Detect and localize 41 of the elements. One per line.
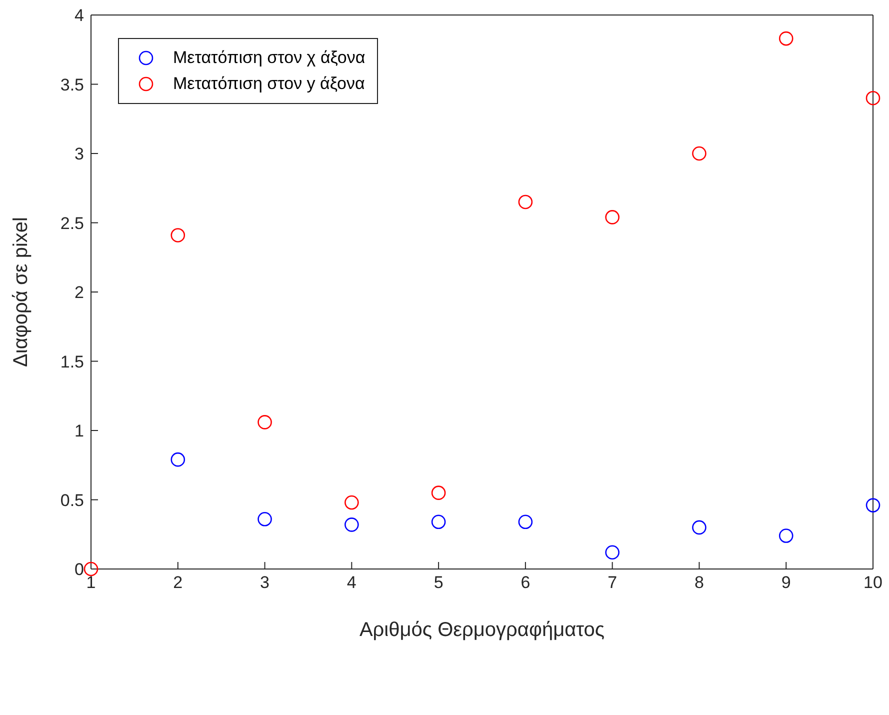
y-tick-label: 2.5 [60,214,84,233]
x-tick-label: 2 [173,573,183,592]
x-tick-label: 7 [608,573,618,592]
y-tick-label: 2 [74,283,84,302]
point [431,514,446,530]
point [344,518,359,532]
point [605,545,620,560]
x-tick-label: 5 [434,573,444,592]
point [692,520,706,535]
point [605,210,620,224]
point [431,486,446,500]
point [778,528,794,543]
x-tick-label: 10 [864,573,882,592]
y-tick-label: 1 [74,422,84,441]
y-tick-label: 3 [74,144,84,164]
point [866,90,880,106]
point [518,194,533,210]
point [170,452,186,467]
x-tick-label: 3 [260,573,270,592]
point [344,495,359,510]
point [258,512,272,526]
y-tick-label: 4 [74,6,84,26]
point [258,415,272,430]
legend-label: Μετατόπιση στον χ άξονα [173,47,366,69]
point [84,562,98,576]
point [778,31,794,46]
x-axis-title: Αριθμός Θερμογραφήματος [359,619,605,641]
y-tick-label: 1.5 [60,352,84,372]
y-axis-title: Διαφορά σε pixel [10,217,32,367]
point [866,498,880,512]
point [692,146,706,161]
x-tick-label: 9 [781,573,791,592]
point [170,228,186,242]
y-tick-label: 3.5 [60,75,84,94]
y-tick-label: 0 [74,560,84,580]
x-tick-label: 8 [694,573,704,592]
point [518,514,533,530]
y-tick-label: 0.5 [60,490,84,510]
x-tick-label: 4 [346,573,356,592]
legend-label: Μετατόπιση στον y άξονα [173,73,365,95]
x-tick-label: 6 [520,573,530,592]
